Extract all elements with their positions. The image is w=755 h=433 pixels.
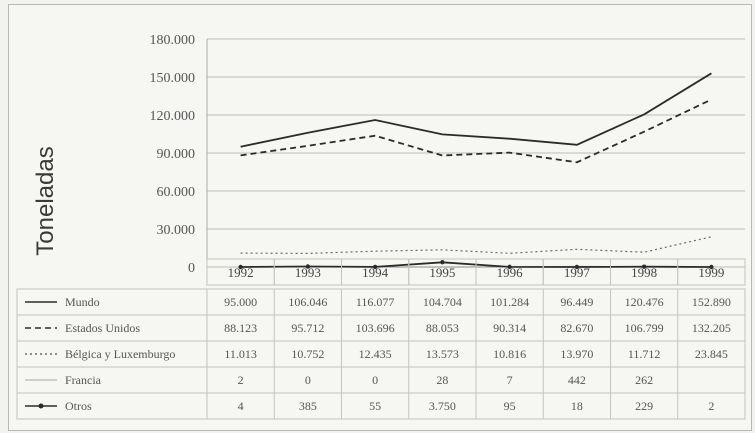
y-tick-label: 150.000 (150, 71, 196, 86)
series-line-mundo (240, 72, 712, 148)
y-tick-label: 30.000 (157, 223, 196, 238)
data-label: 132.205 (692, 321, 731, 335)
x-tick-label: 1996 (497, 265, 524, 280)
series-point (305, 264, 311, 269)
x-tick-label: 1998 (631, 265, 657, 280)
data-label: 3.750 (429, 399, 456, 413)
data-label: 106.799 (625, 321, 664, 335)
data-label: 18 (571, 399, 583, 413)
series-point (709, 264, 714, 270)
data-label: 95.712 (291, 321, 324, 335)
data-label: 82.670 (560, 321, 593, 335)
legend-label: Francia (65, 373, 102, 387)
data-label: 88.123 (224, 321, 257, 335)
series-line-bélgica-y-luxemburgo (240, 236, 712, 255)
data-label: 23.845 (695, 347, 728, 361)
year-cell (677, 258, 746, 286)
data-label: 13.970 (560, 347, 593, 361)
data-label: 10.752 (291, 347, 324, 361)
x-tick-label: 1994 (362, 265, 389, 280)
y-tick-label: 0 (188, 261, 195, 276)
y-tick-label: 180.000 (150, 33, 196, 48)
data-label: 95 (504, 399, 516, 413)
y-axis-label: Toneladas (32, 146, 59, 255)
series-point (440, 260, 445, 265)
data-label: 7 (507, 373, 513, 387)
data-label: 152.890 (692, 295, 731, 309)
data-label: 101.284 (490, 295, 529, 309)
legend-label: Bélgica y Luxemburgo (65, 347, 175, 361)
data-label: 104.704 (423, 295, 462, 309)
data-label: 0 (372, 373, 378, 387)
data-label: 2 (238, 373, 244, 387)
data-label: 106.046 (288, 295, 327, 309)
data-label: 103.696 (356, 321, 395, 335)
chart-frame: 180.000 150.000 120.000 90.000 60.000 30.000 0… (8, 4, 752, 431)
data-label: 11.013 (224, 347, 257, 361)
data-label: 120.476 (625, 295, 664, 309)
grid-lines (206, 38, 745, 268)
data-table: 1992 1993 1994 1995 1996 1997 1998 1999 Mundo 95.… (16, 258, 746, 420)
data-label: 96.449 (560, 295, 593, 309)
series-line-estados-unidos (240, 98, 712, 164)
data-label: 0 (305, 373, 311, 387)
data-label: 88.053 (426, 321, 459, 335)
data-label: 262 (635, 373, 653, 387)
data-label: 10.816 (493, 347, 526, 361)
legend-marker (38, 403, 44, 409)
x-tick-label: 1997 (564, 265, 591, 280)
y-tick-label: 90.000 (157, 147, 196, 162)
y-tick-label: 60.000 (157, 185, 196, 200)
data-label: 385 (299, 399, 317, 413)
data-label: 2 (708, 399, 714, 413)
data-label: 55 (369, 399, 381, 413)
data-label: 90.314 (493, 321, 526, 335)
chart-svg: 180.000 150.000 120.000 90.000 60.000 30.000 0… (16, 33, 746, 420)
series-point (372, 264, 378, 270)
legend-label: Otros (65, 399, 92, 413)
y-tick-label: 120.000 (150, 109, 196, 124)
data-label: 28 (436, 373, 448, 387)
series-point (507, 264, 512, 270)
x-tick-label: 1992 (228, 265, 254, 280)
data-label: 4 (238, 399, 244, 413)
x-tick-label: 1995 (429, 265, 455, 280)
series-point (574, 264, 580, 270)
data-label: 229 (635, 399, 653, 413)
data-label: 116.077 (356, 295, 395, 309)
series-point (238, 264, 243, 270)
series-lines (238, 72, 714, 270)
x-tick-label: 1993 (295, 265, 321, 280)
x-tick-label: 1999 (698, 265, 724, 280)
data-label: 95.000 (224, 295, 257, 309)
legend-label: Estados Unidos (65, 321, 140, 335)
y-axis-ticks: 180.000 150.000 120.000 90.000 60.000 30.000 0 (150, 33, 196, 276)
data-label: 442 (568, 373, 586, 387)
series-point (641, 264, 647, 269)
data-label: 13.573 (426, 347, 459, 361)
data-label: 12.435 (359, 347, 392, 361)
data-label: 11.712 (628, 347, 661, 361)
legend-label: Mundo (65, 295, 100, 309)
